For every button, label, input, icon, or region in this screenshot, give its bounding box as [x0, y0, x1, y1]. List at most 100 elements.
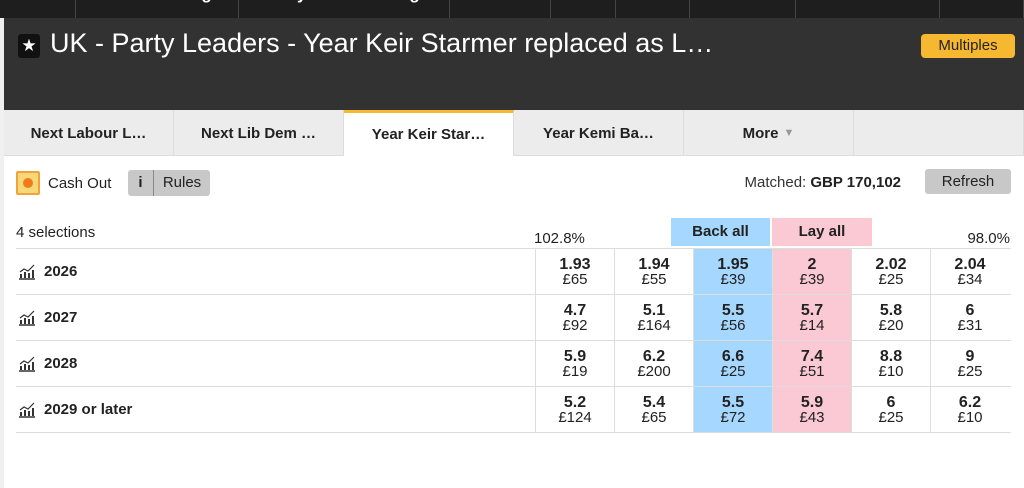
matched-label: Matched:	[744, 174, 807, 191]
stake: £39	[720, 271, 746, 288]
back-price-cell[interactable]: 1.95 £39	[693, 249, 772, 294]
nav-item[interactable]: Politics	[690, 0, 796, 18]
lay-price-cell[interactable]: 2.02 £25	[851, 249, 930, 294]
lay-price-cell[interactable]: 2 £39	[772, 249, 851, 294]
rules-button[interactable]: i Rules	[128, 170, 210, 196]
table-row: 2027 4.7 £92 5.1 £164 5.5 £56 5.7 £14 5.8 £20 6 £31	[16, 295, 1011, 341]
lay-price-cell[interactable]: 2.04 £34	[930, 249, 1009, 294]
runner-name: 2029 or later	[16, 387, 535, 432]
lay-price-cell[interactable]: 5.8 £20	[851, 295, 930, 340]
back-all-button[interactable]: Back all	[671, 218, 770, 246]
back-price-cell[interactable]: 1.94 £55	[614, 249, 693, 294]
odds: 1.94	[638, 256, 670, 273]
back-price-cell[interactable]: 5.5 £56	[693, 295, 772, 340]
odds: 5.5	[721, 394, 745, 411]
cash-out-label[interactable]: Cash Out	[48, 175, 112, 192]
lay-price-cell[interactable]: 5.7 £14	[772, 295, 851, 340]
market-tabs: Next Labour L… Next Lib Dem … Year Keir St…	[4, 110, 1024, 156]
stake: £200	[637, 363, 671, 380]
lay-price-cell[interactable]: 6 £31	[930, 295, 1009, 340]
stake: £55	[641, 271, 667, 288]
odds: 4.7	[563, 302, 587, 319]
lay-price-cell[interactable]: 9 £25	[930, 341, 1009, 386]
tab[interactable]: Year Kemi Ba…	[514, 110, 684, 156]
info-icon: i	[128, 170, 154, 196]
nav-item[interactable]: Horse Racing	[76, 0, 239, 18]
tab-label: Next Labour L…	[30, 124, 147, 142]
lay-price-cell[interactable]: 8.8 £10	[851, 341, 930, 386]
back-price-cell[interactable]: 5.1 £164	[614, 295, 693, 340]
stake: £65	[562, 271, 588, 288]
table-row: 2026 1.93 £65 1.94 £55 1.95 £39 2 £39 2.02 £25 2.04…	[16, 249, 1011, 295]
odds: 5.9	[800, 394, 824, 411]
odds: 2	[807, 256, 817, 273]
tab[interactable]: More ▼	[684, 110, 854, 156]
stake: £25	[878, 409, 904, 426]
stake: £10	[957, 409, 983, 426]
page-title: UK - Party Leaders - Year Keir Starmer r…	[50, 28, 714, 58]
back-price-cell[interactable]: 5.4 £65	[614, 387, 693, 432]
stake: £19	[562, 363, 588, 380]
stake: £25	[878, 271, 904, 288]
stake: £43	[799, 409, 825, 426]
stake: £92	[562, 317, 588, 334]
cash-out-icon[interactable]	[16, 171, 40, 195]
top-navigation: otballHorse RacingGreyhound RacingCricke…	[0, 0, 1024, 18]
odds: 5.8	[879, 302, 903, 319]
runner-label: 2027	[44, 309, 78, 326]
odds: 6	[965, 302, 975, 319]
nav-item[interactable]: Golf	[616, 0, 691, 18]
stake: £39	[799, 271, 825, 288]
nav-item[interactable]: Greyhound Racing	[239, 0, 450, 18]
back-price-cell[interactable]: 4.7 £92	[535, 295, 614, 340]
back-price-cell[interactable]: 5.2 £124	[535, 387, 614, 432]
tab-label: Next Lib Dem …	[200, 124, 317, 142]
back-price-cell[interactable]: 5.5 £72	[693, 387, 772, 432]
tab[interactable]: Next Labour L…	[4, 110, 174, 156]
chart-icon[interactable]	[18, 264, 36, 280]
stake: £164	[637, 317, 671, 334]
odds: 5.7	[800, 302, 824, 319]
tab[interactable]: Next Lib Dem …	[174, 110, 344, 156]
tab[interactable]: Year Keir Star…	[344, 110, 514, 156]
lay-price-cell[interactable]: 7.4 £51	[772, 341, 851, 386]
odds: 2.02	[875, 256, 907, 273]
table-row: 2028 5.9 £19 6.2 £200 6.6 £25 7.4 £51 8.8 £10 9 £25	[16, 341, 1011, 387]
odds: 5.5	[721, 302, 745, 319]
star-icon[interactable]: ★	[18, 34, 40, 58]
caret-down-icon: ▼	[783, 127, 795, 139]
nav-item[interactable]: Tennis	[551, 0, 617, 18]
back-price-cell[interactable]: 6.6 £25	[693, 341, 772, 386]
rules-label: Rules	[162, 174, 202, 191]
runner-label: 2028	[44, 355, 78, 372]
lay-price-cell[interactable]: 5.9 £43	[772, 387, 851, 432]
multiples-button[interactable]: Multiples	[921, 34, 1015, 58]
odds: 7.4	[800, 348, 824, 365]
runner-label: 2026	[44, 263, 78, 280]
nav-item[interactable]: Cricket	[450, 0, 552, 18]
lay-price-cell[interactable]: 6.2 £10	[930, 387, 1009, 432]
nav-item[interactable]: otball	[0, 0, 76, 18]
nav-item[interactable]: Promotions	[796, 0, 940, 18]
tab[interactable]	[854, 110, 1024, 156]
refresh-button[interactable]: Refresh	[925, 169, 1011, 194]
odds: 8.8	[879, 348, 903, 365]
lay-all-button[interactable]: Lay all	[772, 218, 872, 246]
table-row: 2029 or later 5.2 £124 5.4 £65 5.5 £72 5.9 £43 6 £…	[16, 387, 1011, 433]
back-price-cell[interactable]: 6.2 £200	[614, 341, 693, 386]
chart-icon[interactable]	[18, 402, 36, 418]
matched-value: GBP 170,102	[810, 174, 901, 191]
chart-icon[interactable]	[18, 310, 36, 326]
stake: £25	[957, 363, 983, 380]
tab-label: Year Kemi Ba…	[543, 124, 654, 142]
back-price-cell[interactable]: 1.93 £65	[535, 249, 614, 294]
back-price-cell[interactable]: 5.9 £19	[535, 341, 614, 386]
stake: £65	[641, 409, 667, 426]
tab-label: More	[742, 124, 779, 142]
odds: 1.95	[717, 256, 749, 273]
lay-price-cell[interactable]: 6 £25	[851, 387, 930, 432]
nav-item[interactable]: American F	[940, 0, 1024, 18]
back-overround: 102.8%	[534, 230, 585, 247]
odds: 5.2	[563, 394, 587, 411]
chart-icon[interactable]	[18, 356, 36, 372]
